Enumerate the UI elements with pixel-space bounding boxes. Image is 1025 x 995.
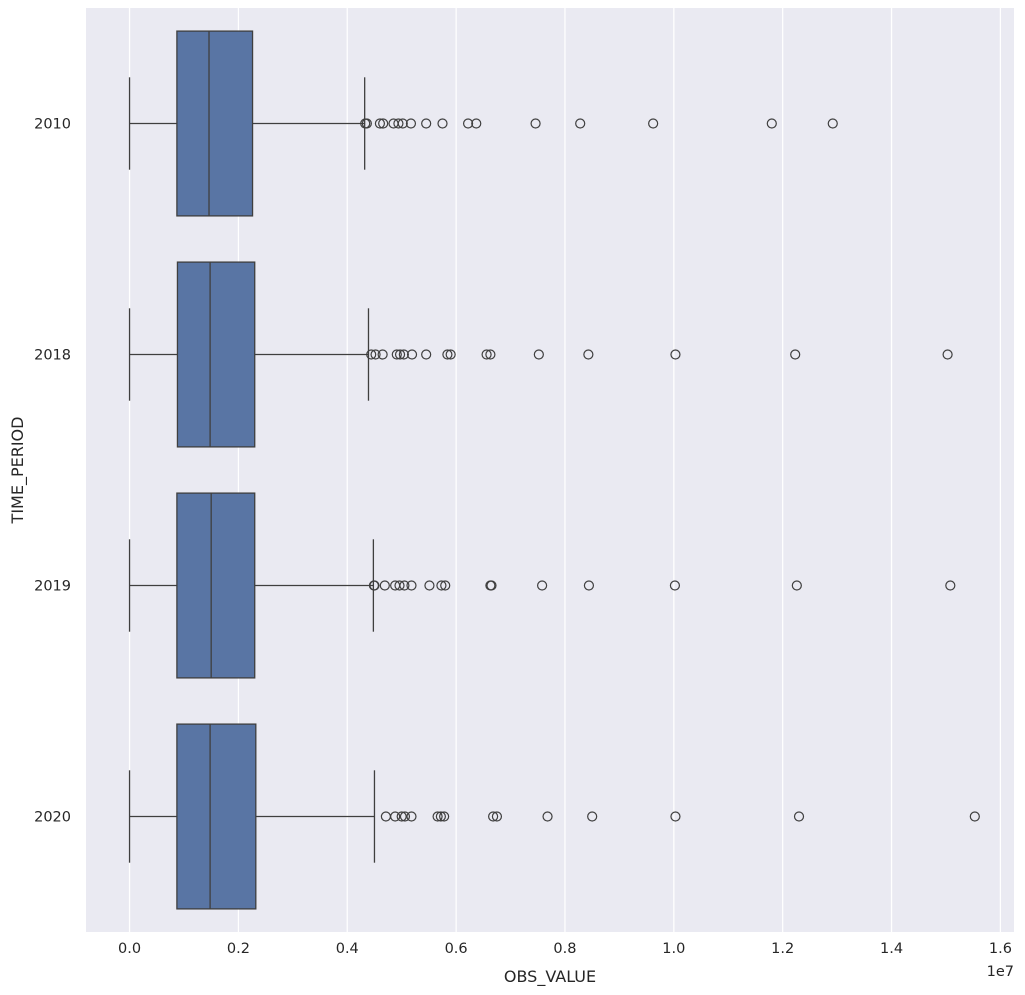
outlier-point	[440, 580, 451, 591]
outlier-point	[439, 811, 450, 822]
outlier-point	[648, 118, 659, 129]
outlier-point	[405, 118, 417, 129]
outlier-point	[445, 349, 456, 360]
x-tick-label: 0.8	[553, 941, 576, 957]
outlier-point	[391, 349, 402, 360]
outlier-point	[488, 811, 499, 822]
iqr-box	[176, 723, 257, 910]
outlier-point	[827, 118, 838, 129]
outlier-point	[421, 118, 432, 129]
outlier-point	[399, 580, 410, 591]
outlier-point	[406, 580, 417, 591]
x-tick-label: 0.6	[445, 941, 468, 957]
outlier-point	[790, 349, 801, 360]
x-axis-offset-label: 1e7	[987, 964, 1014, 980]
x-tick-label: 1.4	[880, 941, 903, 957]
box-group-2019	[128, 492, 956, 679]
x-axis-label: OBS_VALUE	[504, 967, 596, 987]
outlier-point	[486, 580, 497, 591]
iqr-box	[176, 261, 256, 448]
outlier-point	[491, 811, 503, 822]
outlier-point	[583, 580, 595, 591]
outlier-point	[406, 811, 417, 822]
box-group-2020	[128, 723, 980, 910]
outlier-point	[394, 580, 405, 591]
y-axis-label: TIME_PERIOD	[8, 417, 28, 525]
outlier-point	[378, 118, 389, 129]
outlier-point	[437, 118, 448, 129]
outlier-point	[969, 811, 980, 822]
iqr-box	[176, 30, 254, 217]
y-tick-label: 2020	[34, 810, 71, 826]
box-series	[128, 30, 980, 910]
outlier-point	[670, 811, 681, 822]
outlier-point	[481, 349, 492, 360]
iqr-box	[176, 492, 256, 679]
outlier-point	[393, 118, 404, 129]
outlier-point	[669, 580, 681, 591]
y-tick-label: 2010	[34, 117, 71, 133]
outlier-point	[462, 118, 474, 129]
outlier-point	[530, 118, 541, 129]
outlier-point	[436, 580, 447, 591]
y-axis: 2010 2018 2019 2020	[34, 117, 71, 826]
box-group-2010	[128, 30, 838, 217]
y-tick-label: 2018	[34, 348, 71, 364]
outlier-point	[398, 349, 409, 360]
y-tick-label: 2019	[34, 579, 71, 595]
outlier-point	[406, 349, 418, 360]
outlier-point	[370, 349, 381, 360]
x-tick-label: 1.6	[989, 941, 1012, 957]
outlier-point	[791, 580, 802, 591]
outlier-point	[377, 349, 388, 360]
outlier-point	[399, 811, 411, 822]
x-axis: 0.0 0.2 0.4 0.6 0.8 1.0 1.2 1.4 1.6	[118, 941, 1012, 957]
outlier-point	[390, 811, 401, 822]
outlier-point	[396, 811, 407, 822]
outlier-point	[942, 349, 953, 360]
box-group-2018	[128, 261, 953, 448]
outlier-point	[432, 811, 443, 822]
outlier-point	[366, 349, 377, 360]
outlier-point	[766, 118, 777, 129]
outlier-point	[533, 349, 544, 360]
outlier-point	[471, 118, 482, 129]
outlier-point	[670, 349, 681, 360]
x-tick-label: 0.0	[118, 941, 141, 957]
outlier-point	[583, 349, 594, 360]
outlier-point	[587, 811, 598, 822]
outlier-point	[542, 811, 553, 822]
outlier-point	[421, 349, 432, 360]
x-tick-label: 1.2	[771, 941, 794, 957]
outlier-point	[435, 811, 446, 822]
outlier-point	[361, 118, 372, 129]
outlier-point	[575, 118, 586, 129]
outlier-point	[424, 580, 435, 591]
outlier-point	[379, 580, 390, 591]
outlier-point	[442, 349, 453, 360]
x-tick-label: 0.2	[227, 941, 250, 957]
x-tick-label: 1.0	[662, 941, 685, 957]
outlier-point	[374, 118, 386, 129]
outlier-point	[397, 118, 408, 129]
outlier-point	[537, 580, 548, 591]
outlier-point	[793, 811, 805, 822]
outlier-point	[945, 580, 956, 591]
outlier-point	[485, 349, 496, 360]
x-tick-label: 0.4	[336, 941, 359, 957]
outlier-point	[394, 349, 406, 360]
outlier-point	[369, 580, 380, 591]
